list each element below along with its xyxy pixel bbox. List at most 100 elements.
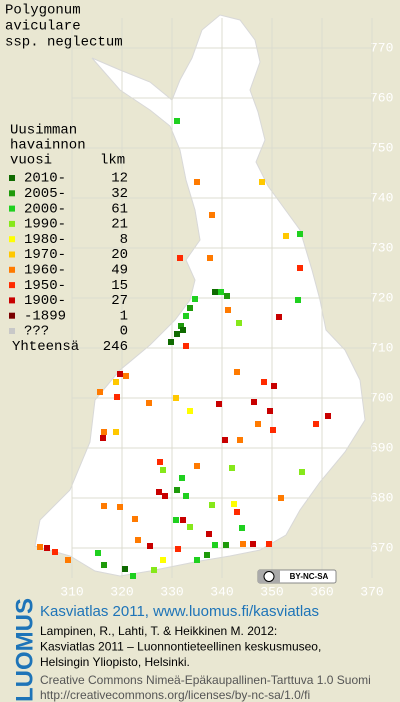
legend-count: 0 [120,324,128,340]
observation-dot [117,504,123,510]
legend-count: 61 [111,201,128,217]
legend-swatch [9,328,15,334]
legend-swatch [9,297,15,304]
observation-dot [101,562,107,568]
legend-swatch [9,266,15,273]
y-grid-label: 740 [370,190,393,205]
observation-dot [157,459,163,465]
observation-dot [180,517,186,523]
citation-line: Helsingin Yliopisto, Helsinki. [40,655,190,669]
observation-dot [183,343,189,349]
observation-dot [255,421,261,427]
observation-dot [207,255,213,261]
observation-dot [178,323,184,329]
legend-label: 2010- [24,171,66,187]
observation-dot [209,502,215,508]
x-grid-label: 350 [260,584,283,599]
observation-dot [162,493,168,499]
observation-dot [224,293,230,299]
observation-dot [156,489,162,495]
observation-dot [229,465,235,471]
observation-dot [135,537,141,543]
legend-count: 32 [111,186,128,202]
observation-dot [174,331,180,337]
observation-dot [223,542,229,548]
legend-count: 27 [111,293,128,309]
legend-label: 1950- [24,278,66,294]
observation-dot [122,566,128,572]
observation-dot [160,557,166,563]
observation-dot [183,313,189,319]
land [34,14,366,577]
legend-swatch [9,282,15,289]
observation-dot [194,463,200,469]
observation-dot [177,255,183,261]
legend-total-count: 246 [103,339,128,355]
observation-dot [123,373,129,379]
x-grid-label: 320 [110,584,133,599]
license-line: http://creativecommons.org/licenses/by-n… [40,688,310,702]
license-badge: BY-NC-SA [257,569,337,584]
observation-dot [267,408,273,414]
observation-dot [173,517,179,523]
observation-dot [250,541,256,547]
observation-dot [261,379,267,385]
legend-swatch [9,190,15,197]
observation-dot [325,413,331,419]
legend-count: 21 [111,217,128,233]
observation-dot [237,437,243,443]
observation-dot [204,552,210,558]
observation-dot [212,289,218,295]
observation-dot [313,421,319,427]
y-grid-label: 670 [370,540,393,555]
footer-heading: Kasviatlas 2011, www.luomus.fi/kasviatla… [40,603,319,620]
legend-label: 1990- [24,217,66,233]
observation-dot [225,307,231,313]
legend-swatch [9,220,15,227]
observation-dot [132,516,138,522]
observation-dot [194,557,200,563]
legend-label: 1970- [24,247,66,263]
observation-dot [278,495,284,501]
observation-dot [65,557,71,563]
legend-label: -1899 [24,308,66,324]
observation-dot [187,408,193,414]
observation-dot [179,475,185,481]
observation-dot [101,503,107,509]
observation-dot [174,487,180,493]
legend-label: 2000- [24,201,66,217]
legend-heading: Uusimman [10,123,77,139]
title-line: ssp. neglectum [5,35,123,51]
legend-count: 1 [120,308,128,324]
legend-count: 8 [120,232,128,248]
legend-count: 49 [111,263,128,279]
y-grid-label: 680 [370,490,393,505]
observation-dot [295,297,301,303]
legend-label: 1900- [24,293,66,309]
observation-dot [168,339,174,345]
observation-dot [297,265,303,271]
y-grid-label: 720 [370,290,393,305]
x-grid-label: 340 [210,584,233,599]
legend-label: 1980- [24,232,66,248]
observation-dot [175,546,181,552]
observation-dot [270,427,276,433]
observation-dot [266,541,272,547]
title-line: aviculare [5,19,81,35]
observation-dot [173,395,179,401]
y-grid-label: 730 [370,240,393,255]
observation-dot [114,394,120,400]
observation-dot [52,549,58,555]
observation-dot [151,567,157,573]
observation-dot [147,543,153,549]
legend-label: 1960- [24,263,66,279]
observation-dot [234,509,240,515]
observations [37,118,331,579]
observation-dot [283,233,289,239]
y-grid-label: 750 [370,140,393,155]
observation-dot [100,435,106,441]
legend-label: 2005- [24,186,66,202]
observation-dot [113,429,119,435]
